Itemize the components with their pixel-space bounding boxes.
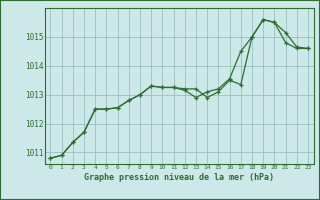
X-axis label: Graphe pression niveau de la mer (hPa): Graphe pression niveau de la mer (hPa): [84, 173, 274, 182]
